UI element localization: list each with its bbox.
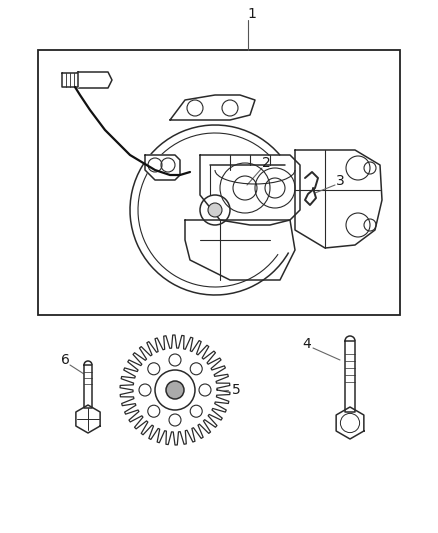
Text: 5: 5 — [232, 383, 240, 397]
Text: 1: 1 — [247, 7, 256, 21]
Polygon shape — [145, 155, 180, 180]
Polygon shape — [345, 341, 355, 412]
Polygon shape — [76, 405, 100, 433]
Polygon shape — [295, 150, 382, 248]
Polygon shape — [84, 365, 92, 408]
Circle shape — [155, 370, 195, 410]
Polygon shape — [170, 95, 255, 120]
Polygon shape — [200, 155, 300, 225]
Bar — [38, 50, 400, 315]
Text: 4: 4 — [303, 337, 311, 351]
Text: 6: 6 — [60, 353, 70, 367]
Polygon shape — [62, 73, 78, 87]
Polygon shape — [74, 72, 112, 88]
Polygon shape — [120, 335, 230, 445]
Text: 3: 3 — [336, 174, 344, 188]
Circle shape — [208, 203, 222, 217]
Polygon shape — [336, 407, 364, 439]
Circle shape — [166, 381, 184, 399]
Text: 2: 2 — [261, 156, 270, 170]
Polygon shape — [185, 220, 295, 280]
